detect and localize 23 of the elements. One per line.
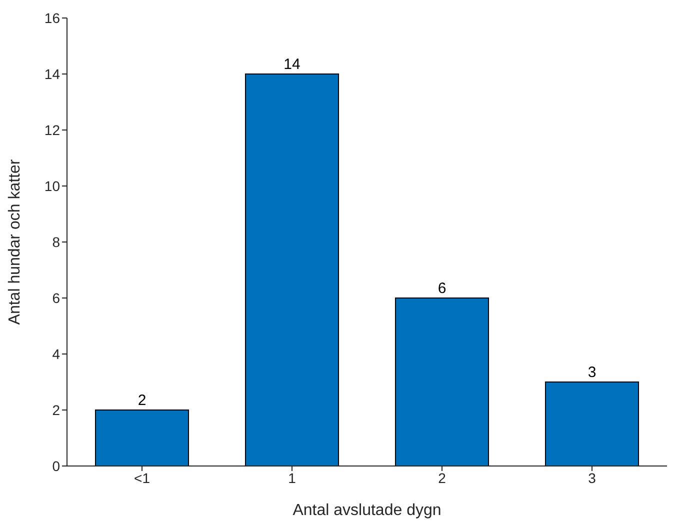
y-tick-label: 16: [44, 10, 60, 26]
data-label: 6: [438, 280, 446, 297]
bar: [395, 298, 489, 466]
bar: [95, 410, 189, 466]
y-tick-label: 6: [52, 290, 60, 306]
x-tick-label: 3: [588, 470, 596, 486]
y-tick-label: 10: [44, 178, 60, 194]
x-tick-label: <1: [134, 470, 150, 486]
y-tick-label: 8: [52, 234, 60, 250]
y-axis-title: Antal hundar och katter: [6, 158, 24, 325]
bar: [545, 382, 639, 466]
y-tick-label: 12: [44, 122, 60, 138]
data-label: 3: [588, 364, 596, 381]
y-tick-label: 4: [52, 346, 60, 362]
y-tick-label: 0: [52, 458, 60, 474]
bar: [245, 74, 339, 466]
data-label: 2: [138, 392, 146, 409]
x-tick-label: 2: [438, 470, 446, 486]
y-tick-label: 2: [52, 402, 60, 418]
x-axis-title: Antal avslutade dygn: [292, 502, 442, 519]
y-tick-label: 14: [44, 66, 60, 82]
data-label: 14: [284, 56, 300, 73]
x-tick-label: 1: [288, 470, 296, 486]
